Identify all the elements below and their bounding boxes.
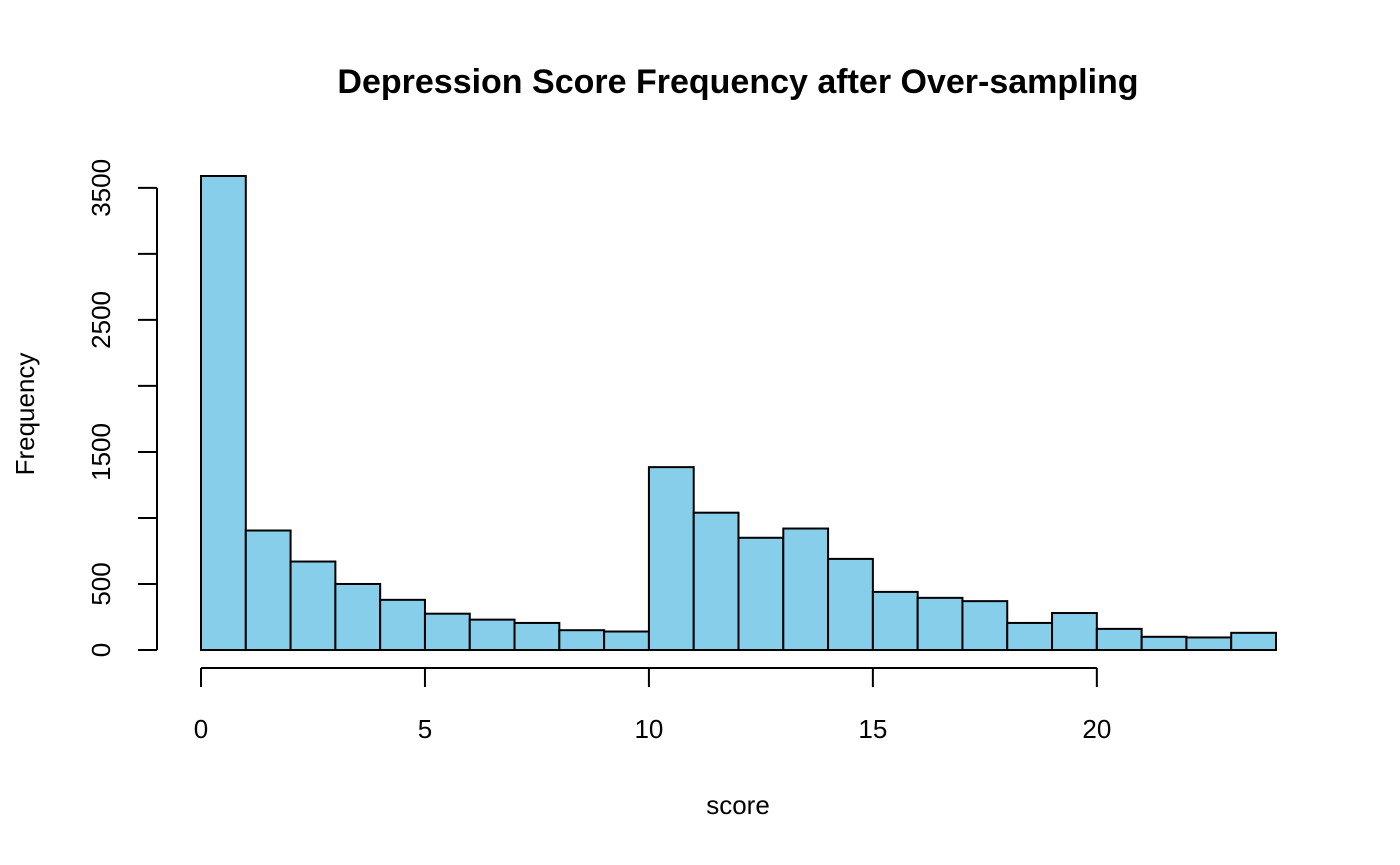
histogram-bar-0-1	[200, 175, 247, 651]
chart-title: Depression Score Frequency after Over-sa…	[337, 63, 1138, 101]
x-tick-label-0: 0	[194, 714, 208, 744]
x-tick-label-5: 5	[418, 714, 432, 744]
histogram-bar-20-21	[1095, 627, 1143, 651]
histogram-bar-12-13	[737, 536, 785, 652]
y-axis: 0 500 1500 2500 3500	[86, 159, 158, 657]
histogram-bar-6-7	[468, 618, 516, 652]
y-axis-label: Frequency	[10, 353, 40, 476]
x-tick-label-15: 15	[858, 714, 887, 744]
histogram-bar-4-5	[379, 598, 426, 651]
histogram-bar-17-18	[961, 600, 1009, 652]
histogram-bar-5-6	[423, 612, 471, 651]
y-tick-label-0: 0	[86, 643, 116, 657]
histogram-bar-19-20	[1051, 612, 1098, 651]
histogram-bar-16-17	[916, 596, 964, 652]
histogram-bar-8-9	[558, 629, 606, 652]
bars-group	[200, 175, 1278, 652]
y-tick-label-2500: 2500	[86, 291, 116, 349]
histogram-bar-10-11	[647, 466, 695, 651]
x-tick-label-20: 20	[1082, 714, 1111, 744]
histogram-bar-15-16	[871, 590, 919, 651]
y-tick-label-3500: 3500	[86, 159, 116, 217]
x-tick-label-10: 10	[634, 714, 663, 744]
histogram-bar-14-15	[827, 557, 874, 651]
x-axis-label: score	[706, 790, 770, 820]
histogram-bar-2-3	[289, 560, 337, 651]
histogram-bar-21-22	[1140, 635, 1188, 651]
y-tick-label-1500: 1500	[86, 423, 116, 481]
histogram-bar-23-24	[1230, 631, 1278, 651]
histogram-bar-9-10	[603, 630, 650, 651]
histogram-bar-22-23	[1185, 636, 1233, 652]
x-axis: 0 5 10 15 20	[194, 667, 1111, 744]
histogram-bar-7-8	[513, 621, 561, 652]
histogram-bar-1-2	[244, 529, 292, 652]
histogram-bar-13-14	[782, 527, 830, 651]
histogram-bar-11-12	[692, 511, 740, 651]
histogram-bar-3-4	[334, 582, 382, 651]
histogram-bar-18-19	[1006, 621, 1054, 652]
y-tick-label-500: 500	[86, 562, 116, 605]
